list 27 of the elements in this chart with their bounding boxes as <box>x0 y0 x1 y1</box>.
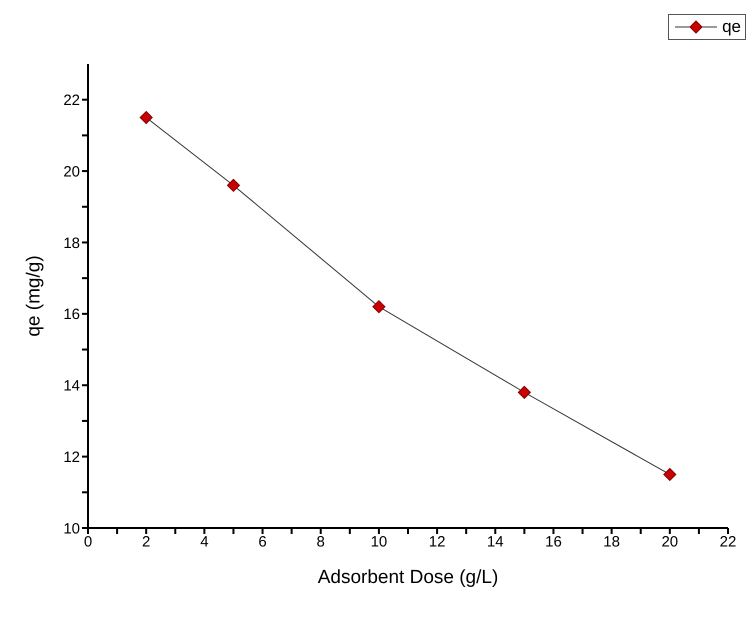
y-tick-label: 20 <box>63 163 80 180</box>
x-tick-label: 8 <box>316 534 325 551</box>
point <box>518 386 531 399</box>
x-axis-title: Adsorbent Dose (g/L) <box>318 567 498 588</box>
point <box>372 300 386 314</box>
point <box>226 178 240 192</box>
point <box>663 468 676 481</box>
y-tick-label: 10 <box>63 520 80 538</box>
y-tick-label: 16 <box>63 306 80 324</box>
x-tick-label: 16 <box>545 534 562 551</box>
x-tick-label: 4 <box>200 534 209 551</box>
x-tick-label: 2 <box>142 534 150 551</box>
point <box>140 111 153 124</box>
x-tick-label: 12 <box>428 534 446 551</box>
x-tick-label: 20 <box>661 534 678 551</box>
x-tick-label: 10 <box>370 534 388 551</box>
y-axis-title: qe (mg/g) <box>24 255 45 337</box>
legend-label: qe <box>722 17 741 37</box>
y-tick-label: 12 <box>63 448 80 466</box>
y-tick-label: 22 <box>63 92 80 110</box>
y-tick-label: 14 <box>63 378 80 395</box>
y-tick-label: 18 <box>63 234 80 252</box>
x-tick-label: 18 <box>603 534 620 551</box>
x-tick-label: 22 <box>720 534 736 551</box>
x-tick-label: 14 <box>486 534 504 551</box>
x-tick-label: 6 <box>258 534 267 551</box>
x-tick-label: 0 <box>84 534 92 551</box>
